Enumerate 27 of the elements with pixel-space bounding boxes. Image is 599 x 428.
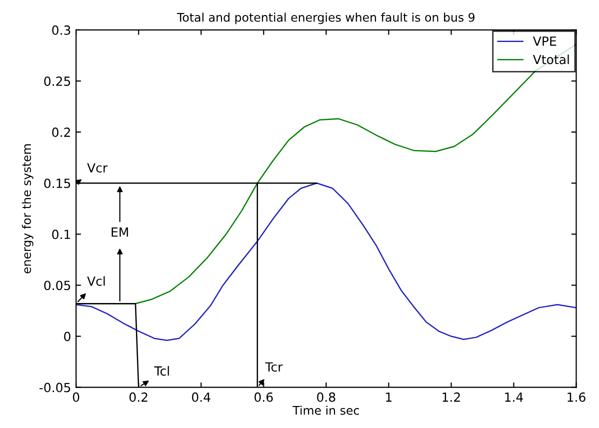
annotation: Tcl xyxy=(154,366,169,376)
x-tick-label: 0 xyxy=(72,392,80,402)
y-tick-label: 0.3 xyxy=(52,25,70,35)
x-tick-label: 0.2 xyxy=(129,392,148,402)
x-tick-label: 0.6 xyxy=(254,392,273,402)
x-tick-label: 0.8 xyxy=(317,392,336,402)
y-tick-label: 0.25 xyxy=(44,76,70,86)
annotation: EM xyxy=(112,227,128,237)
annotation: Tcr xyxy=(265,362,283,372)
legend-label: VPE xyxy=(532,36,556,46)
annotation: Vcl xyxy=(87,276,105,286)
y-tick-label: 0.05 xyxy=(44,280,70,290)
y-tick-label: 0.2 xyxy=(52,128,70,137)
legend-label: Vtotal xyxy=(532,54,569,64)
annotation: Vcr xyxy=(87,163,108,173)
x-tick-label: 1.4 xyxy=(505,392,523,402)
y-tick-label: 0.15 xyxy=(44,178,70,188)
y-tick-label: 0 xyxy=(64,332,70,342)
x-tick-label: 1 xyxy=(386,392,392,402)
x-tick-label: 1.2 xyxy=(442,392,460,402)
chart-title: Total and potential energies when fault is on bus 9 xyxy=(176,12,475,24)
y-tick-label: -0.05 xyxy=(39,382,70,392)
y-tick-label: 0.1 xyxy=(52,230,70,240)
x-axis-title: Time in sec xyxy=(292,406,359,415)
y-axis-title: energy for the system xyxy=(22,144,34,274)
x-tick-label: 1.6 xyxy=(568,392,586,402)
x-tick-label: 0.4 xyxy=(192,392,210,402)
